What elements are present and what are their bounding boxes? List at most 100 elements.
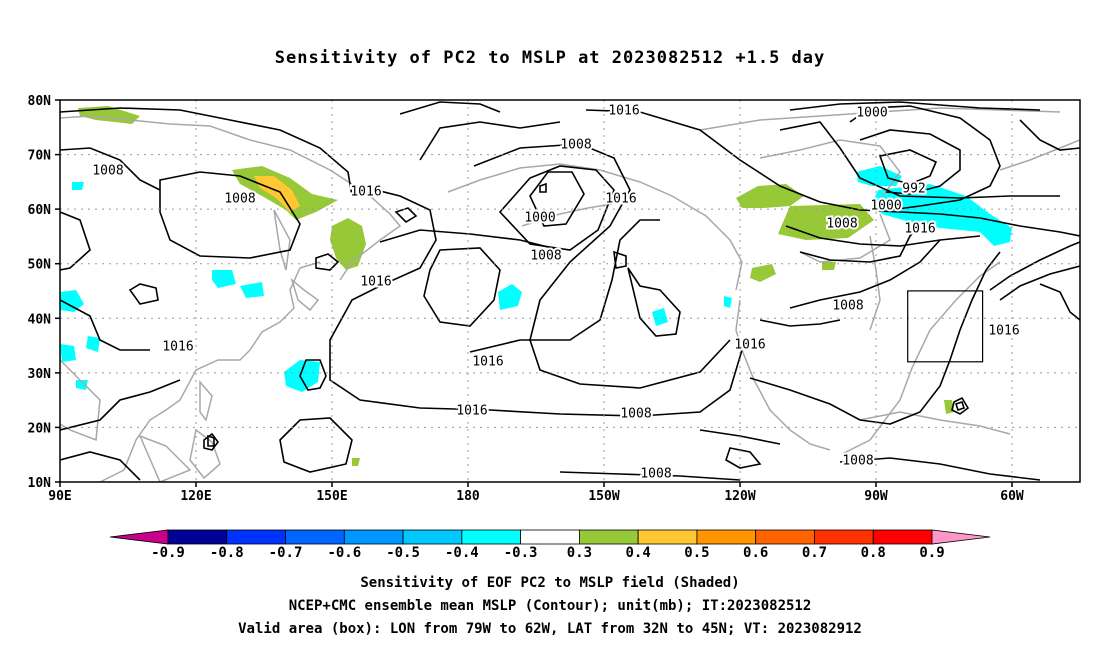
shade-green bbox=[352, 458, 360, 466]
coastlines bbox=[60, 107, 1080, 482]
map-frame bbox=[59, 99, 1081, 483]
colorbar-swatch bbox=[578, 529, 639, 545]
lat-label: 20N bbox=[28, 421, 52, 436]
contour-label: 1016 bbox=[360, 275, 391, 290]
colorbar-swatch bbox=[814, 529, 874, 545]
contour-label: 1016 bbox=[456, 404, 487, 419]
shade-blue bbox=[724, 296, 732, 308]
lon-label: 150E bbox=[316, 489, 347, 504]
colorbar-labels: -0.9 -0.8 -0.7 -0.6 -0.5 -0.4 -0.3 0.3 0.4 0.5 0.6… bbox=[151, 545, 945, 561]
colorbar-swatch bbox=[461, 529, 522, 545]
shade-blue bbox=[76, 380, 88, 390]
colorbar-tick-label: -0.4 bbox=[445, 545, 479, 561]
map-area: 1016 100010081008101610081000101610089921… bbox=[60, 100, 1080, 482]
colorbar-under-arrow bbox=[109, 529, 169, 545]
shade-blue bbox=[240, 282, 264, 298]
contour-label: 1016 bbox=[605, 192, 636, 207]
shade-yellow bbox=[254, 176, 300, 212]
contour-label: 992 bbox=[902, 182, 925, 197]
colorbar-swatch bbox=[167, 529, 228, 545]
colorbar-tick-label: -0.3 bbox=[504, 545, 538, 561]
shade-green bbox=[330, 218, 366, 270]
colorbar-swatch bbox=[402, 529, 463, 545]
colorbar-swatch bbox=[520, 529, 580, 545]
shade-blue bbox=[652, 308, 668, 326]
colorbar-tick-label: -0.8 bbox=[210, 545, 244, 561]
colorbar-tick-label: 0.5 bbox=[684, 545, 709, 561]
contour-label: 1008 bbox=[826, 217, 857, 232]
colorbar-tick-label: 0.7 bbox=[802, 545, 827, 561]
contour-label: 1008 bbox=[832, 299, 863, 314]
shade-blue bbox=[212, 270, 236, 288]
contour-label: 1008 bbox=[560, 138, 591, 153]
lon-label: 90W bbox=[864, 489, 888, 504]
lat-label: 30N bbox=[28, 367, 52, 382]
caption-line-3: Valid area (box): LON from 79W to 62W, L… bbox=[238, 621, 862, 637]
caption-line-1: Sensitivity of EOF PC2 to MSLP field (Sh… bbox=[360, 575, 740, 591]
colorbar-tick-label: -0.5 bbox=[386, 545, 420, 561]
tick-marks bbox=[55, 99, 1013, 487]
contour-label: 1008 bbox=[842, 454, 873, 469]
shade-blue bbox=[60, 290, 84, 312]
contour-label: 1008 bbox=[92, 164, 123, 179]
contour-label: 1016 bbox=[162, 340, 193, 355]
shade-blue bbox=[498, 284, 522, 310]
lat-label: 40N bbox=[28, 312, 52, 327]
contour-label: 1016 bbox=[350, 185, 381, 200]
colorbar-swatch bbox=[343, 529, 404, 545]
colorbar-swatch bbox=[285, 529, 345, 545]
colorbar-tick-label: 0.6 bbox=[743, 545, 768, 561]
graticule bbox=[60, 100, 1080, 482]
colorbar-over-arrow bbox=[931, 529, 991, 545]
colorbar-swatch bbox=[872, 529, 933, 545]
contour-label: 1016 bbox=[988, 324, 1019, 339]
shade-green bbox=[750, 264, 776, 282]
shade-green bbox=[736, 184, 804, 208]
colorbar-tick-label: -0.7 bbox=[269, 545, 303, 561]
contour-label: 1000 bbox=[870, 199, 901, 214]
colorbar-tick-label: 0.4 bbox=[626, 545, 651, 561]
contour-label: 1016 bbox=[608, 104, 639, 119]
shade-blue bbox=[60, 344, 76, 362]
shade-green bbox=[822, 262, 836, 270]
lat-label: 80N bbox=[28, 94, 52, 109]
contour-label: 1016 bbox=[734, 338, 765, 353]
shading-layer bbox=[60, 106, 1012, 466]
shade-blue bbox=[284, 360, 320, 392]
lon-label: 120W bbox=[724, 489, 755, 504]
lon-label: 60W bbox=[1000, 489, 1024, 504]
lon-label: 90E bbox=[48, 489, 71, 504]
colorbar-swatch bbox=[696, 529, 757, 545]
colorbar-tick-label: -0.9 bbox=[151, 545, 185, 561]
colorbar-tick-label: 0.9 bbox=[919, 545, 944, 561]
lon-label: 150W bbox=[588, 489, 619, 504]
shade-blue bbox=[72, 182, 84, 190]
contour-label: 1008 bbox=[530, 249, 561, 264]
colorbar bbox=[109, 529, 991, 545]
contour-label: 1016 bbox=[472, 355, 503, 370]
lat-labels: 80N 70N 60N 50N 40N 30N 20N 10N bbox=[28, 94, 52, 491]
map-title: Sensitivity of PC2 to MSLP at 2023082512… bbox=[274, 48, 826, 68]
contour-label: 1016 bbox=[904, 222, 935, 237]
lat-label: 10N bbox=[28, 476, 52, 491]
colorbar-swatch bbox=[226, 529, 286, 545]
shade-blue bbox=[856, 166, 902, 186]
colorbar-swatch bbox=[637, 529, 698, 545]
contour-label: 1008 bbox=[640, 467, 671, 482]
lon-labels: 90E 120E 150E 180 150W 120W 90W 60W bbox=[48, 489, 1024, 504]
contour-label: 1008 bbox=[224, 192, 255, 207]
valid-area-box bbox=[907, 290, 984, 363]
caption-line-2: NCEP+CMC ensemble mean MSLP (Contour); u… bbox=[288, 598, 812, 614]
contour-label: 1000 bbox=[524, 211, 555, 226]
lat-label: 70N bbox=[28, 149, 52, 164]
lon-label: 180 bbox=[456, 489, 480, 504]
contour-labels: 1016 100010081008101610081000101610089921… bbox=[90, 102, 1021, 483]
shade-blue bbox=[86, 336, 100, 352]
colorbar-tick-label: 0.8 bbox=[861, 545, 886, 561]
contour-label: 1000 bbox=[856, 106, 887, 121]
contour-label: 1008 bbox=[620, 407, 651, 422]
lon-label: 120E bbox=[180, 489, 211, 504]
colorbar-tick-label: 0.3 bbox=[567, 545, 592, 561]
colorbar-tick-label: -0.6 bbox=[327, 545, 361, 561]
